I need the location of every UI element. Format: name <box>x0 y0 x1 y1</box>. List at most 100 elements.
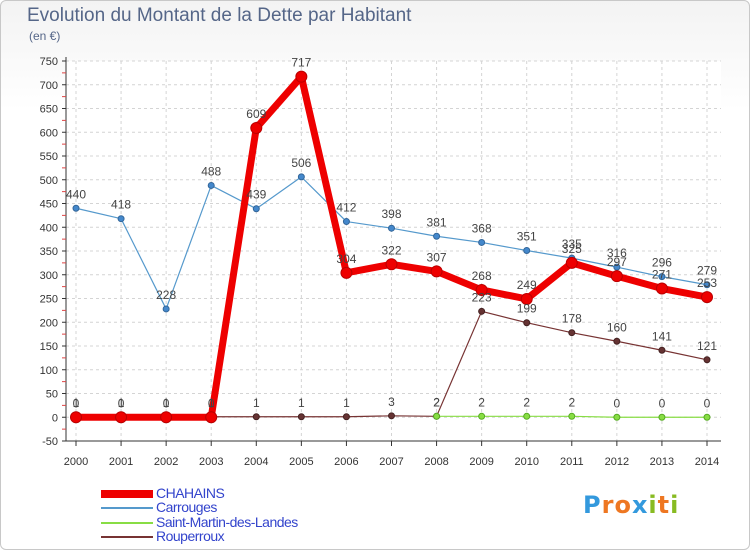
legend-label: Carrouges <box>156 499 217 515</box>
data-point-chahains <box>70 411 82 424</box>
data-point-carrouges <box>703 281 711 289</box>
data-label-saint-martin-des-landes: 2 <box>568 395 575 409</box>
data-point-rouperroux <box>297 413 305 421</box>
x-tick-label: 2001 <box>109 456 133 468</box>
logo-letter: i <box>670 491 680 519</box>
data-point-saint-martin-des-landes <box>658 413 666 421</box>
data-label-saint-martin-des-landes: 0 <box>704 396 711 410</box>
legend-swatch <box>101 536 153 538</box>
data-point-rouperroux <box>388 412 395 420</box>
data-point-chahains <box>565 256 578 269</box>
data-point-saint-martin-des-landes <box>523 412 531 420</box>
data-label-rouperroux: 1 <box>343 396 350 410</box>
data-label-carrouges: 279 <box>697 264 717 278</box>
data-label-chahains: 717 <box>291 56 311 70</box>
data-point-carrouges <box>523 247 531 255</box>
legend-swatch <box>101 490 153 498</box>
data-label-carrouges: 488 <box>201 164 221 178</box>
data-label-carrouges: 368 <box>472 221 492 235</box>
data-label-rouperroux: 1 <box>253 396 260 410</box>
data-point-chahains <box>160 411 173 424</box>
data-label-carrouges: 351 <box>517 230 537 244</box>
data-label-rouperroux: 1 <box>118 396 125 410</box>
legend-label: CHAHAINS <box>156 485 225 501</box>
data-point-chahains <box>205 411 218 424</box>
y-tick-label: 100 <box>40 365 58 377</box>
y-tick-label: 600 <box>40 127 58 139</box>
x-tick-label: 2007 <box>379 456 403 468</box>
data-label-rouperroux: 2 <box>433 395 440 409</box>
data-label-chahains: 322 <box>381 243 401 257</box>
data-point-carrouges <box>658 273 666 281</box>
data-point-carrouges <box>433 232 441 240</box>
data-label-rouperroux: 160 <box>607 320 627 334</box>
data-label-carrouges: 440 <box>66 187 86 201</box>
data-label-rouperroux: 178 <box>562 312 582 326</box>
data-label-chahains: 253 <box>697 276 717 290</box>
data-label-chahains: 271 <box>652 268 672 282</box>
data-point-saint-martin-des-landes <box>613 413 621 421</box>
legend-swatch <box>101 507 153 509</box>
data-label-carrouges: 228 <box>156 288 176 302</box>
data-label-saint-martin-des-landes: 0 <box>659 396 666 410</box>
data-point-carrouges <box>117 215 125 223</box>
data-point-rouperroux <box>703 356 711 364</box>
data-label-rouperroux: 1 <box>73 396 80 410</box>
data-point-chahains <box>340 266 353 279</box>
chart-unit-label: (en €) <box>29 29 61 43</box>
x-tick-label: 2002 <box>154 456 178 468</box>
data-point-chahains <box>295 70 308 83</box>
logo-letter: r <box>601 491 615 519</box>
data-point-rouperroux <box>658 346 666 354</box>
data-label-rouperroux: 223 <box>472 290 492 304</box>
data-point-carrouges <box>297 173 305 181</box>
y-tick-label: 500 <box>40 175 58 187</box>
data-point-chahains <box>701 291 713 304</box>
data-label-carrouges: 506 <box>291 156 311 170</box>
data-point-carrouges <box>478 238 486 246</box>
data-label-rouperroux: 1 <box>298 396 305 410</box>
y-tick-label: 700 <box>40 80 58 92</box>
data-label-carrouges: 439 <box>246 188 266 202</box>
data-point-carrouges <box>72 204 80 212</box>
legend-label: Rouperroux <box>156 528 225 544</box>
y-tick-label: 200 <box>40 317 58 329</box>
data-point-rouperroux <box>523 319 531 327</box>
data-point-saint-martin-des-landes <box>703 413 711 421</box>
data-label-rouperroux: 1 <box>163 396 170 410</box>
x-tick-label: 2011 <box>560 456 584 468</box>
data-label-chahains: 268 <box>472 269 492 283</box>
data-label-chahains: 325 <box>562 242 582 256</box>
data-label-rouperroux: 141 <box>652 329 672 343</box>
y-tick-label: 750 <box>40 56 58 68</box>
data-point-chahains <box>655 282 668 295</box>
data-point-saint-martin-des-landes <box>568 412 576 420</box>
data-label-chahains: 307 <box>427 250 447 264</box>
data-point-carrouges <box>342 218 350 226</box>
data-label-carrouges: 381 <box>427 215 447 229</box>
y-tick-label: 300 <box>40 270 58 282</box>
data-label-chahains: 0 <box>118 396 125 410</box>
data-label-rouperroux: 1 <box>208 396 215 410</box>
data-point-rouperroux <box>342 413 350 421</box>
data-label-chahains: 0 <box>208 396 215 410</box>
data-label-saint-martin-des-landes: 0 <box>614 396 621 410</box>
data-label-carrouges: 412 <box>336 201 356 215</box>
x-tick-label: 2010 <box>514 456 538 468</box>
data-point-carrouges <box>252 205 260 213</box>
data-point-chahains <box>610 270 623 283</box>
y-tick-label: 150 <box>40 341 58 353</box>
data-point-rouperroux <box>252 413 260 421</box>
y-tick-label: 650 <box>40 104 58 116</box>
data-point-chahains <box>115 411 128 424</box>
data-label-chahains: 304 <box>336 252 356 266</box>
x-tick-label: 2003 <box>199 456 223 468</box>
data-label-carrouges: 316 <box>607 246 627 260</box>
data-label-chahains: 0 <box>163 396 170 410</box>
y-tick-label: -50 <box>42 436 58 448</box>
data-label-carrouges: 335 <box>562 237 582 251</box>
y-tick-label: 400 <box>40 222 58 234</box>
x-tick-label: 2008 <box>424 456 448 468</box>
data-point-carrouges <box>388 224 395 232</box>
